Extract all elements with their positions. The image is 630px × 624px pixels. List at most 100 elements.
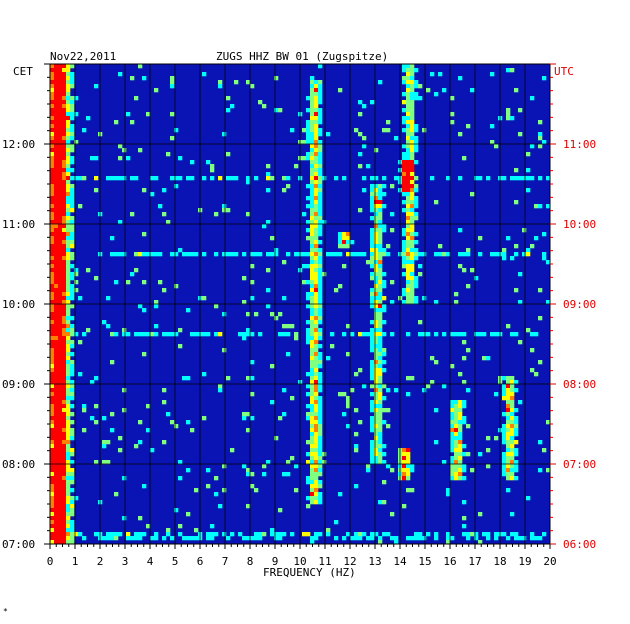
heatmap-cell — [318, 128, 323, 133]
heatmap-cell — [314, 536, 319, 541]
heatmap-cell — [306, 156, 311, 161]
heatmap-cell — [310, 320, 315, 325]
heatmap-cell — [306, 184, 311, 189]
heatmap-cell — [130, 76, 135, 81]
heatmap-cell — [58, 444, 63, 449]
heatmap-cell — [382, 352, 387, 357]
heatmap-cell — [138, 64, 143, 69]
heatmap-cell — [418, 84, 423, 89]
heatmap-cell — [506, 400, 511, 405]
heatmap-cell — [318, 384, 323, 389]
heatmap-cell — [70, 476, 75, 481]
heatmap-cell — [66, 76, 71, 81]
heatmap-cell — [314, 196, 319, 201]
heatmap-cell — [506, 452, 511, 457]
heatmap-cell — [406, 76, 411, 81]
heatmap-cell — [378, 272, 383, 277]
heatmap-cell — [514, 200, 519, 205]
heatmap-cell — [310, 536, 315, 541]
heatmap-cell — [318, 92, 323, 97]
heatmap-cell — [386, 464, 391, 469]
heatmap-cell — [318, 372, 323, 377]
heatmap-cell — [226, 152, 231, 157]
heatmap-cell — [382, 128, 387, 133]
heatmap-cell — [302, 140, 307, 145]
heatmap-cell — [62, 344, 67, 349]
heatmap-cell — [66, 232, 71, 237]
heatmap-cell — [378, 440, 383, 445]
heatmap-cell — [70, 304, 75, 309]
heatmap-cell — [374, 192, 379, 197]
heatmap-cell — [506, 424, 511, 429]
heatmap-cell — [62, 104, 67, 109]
heatmap-cell — [50, 448, 55, 453]
heatmap-cell — [410, 72, 415, 77]
heatmap-cell — [62, 84, 67, 89]
heatmap-cell — [506, 536, 511, 541]
heatmap-cell — [378, 384, 383, 389]
heatmap-cell — [490, 72, 495, 77]
heatmap-cell — [70, 540, 75, 545]
heatmap-cell — [58, 236, 63, 241]
heatmap-cell — [406, 224, 411, 229]
heatmap-cell — [174, 508, 179, 513]
heatmap-cell — [314, 312, 319, 317]
heatmap-cell — [54, 220, 59, 225]
left-time-label: 10:00 — [2, 298, 35, 311]
heatmap-cell — [190, 536, 195, 541]
heatmap-cell — [410, 220, 415, 225]
heatmap-cell — [110, 252, 115, 257]
heatmap-cell — [358, 532, 363, 537]
heatmap-cell — [310, 284, 315, 289]
heatmap-cell — [50, 480, 55, 485]
heatmap-cell — [246, 472, 251, 477]
heatmap-cell — [318, 364, 323, 369]
heatmap-cell — [58, 524, 63, 529]
heatmap-cell — [378, 204, 383, 209]
heatmap-cell — [70, 420, 75, 425]
heatmap-cell — [62, 516, 67, 521]
heatmap-cell — [186, 308, 191, 313]
heatmap-cell — [58, 448, 63, 453]
heatmap-cell — [66, 532, 71, 537]
heatmap-cell — [186, 176, 191, 181]
heatmap-cell — [402, 184, 407, 189]
heatmap-cell — [58, 352, 63, 357]
heatmap-cell — [70, 520, 75, 525]
heatmap-cell — [262, 472, 267, 477]
heatmap-cell — [134, 332, 139, 337]
heatmap-cell — [54, 360, 59, 365]
heatmap-cell — [410, 184, 415, 189]
heatmap-cell — [58, 508, 63, 513]
heatmap-cell — [50, 460, 55, 465]
heatmap-cell — [402, 108, 407, 113]
heatmap-cell — [62, 448, 67, 453]
heatmap-cell — [166, 332, 171, 337]
heatmap-cell — [50, 492, 55, 497]
heatmap-cell — [510, 440, 515, 445]
heatmap-cell — [382, 532, 387, 537]
heatmap-cell — [58, 208, 63, 213]
heatmap-cell — [518, 340, 523, 345]
heatmap-cell — [370, 420, 375, 425]
heatmap-cell — [82, 332, 87, 337]
heatmap-cell — [454, 476, 459, 481]
heatmap-cell — [378, 248, 383, 253]
heatmap-cell — [54, 444, 59, 449]
heatmap-cell — [62, 280, 67, 285]
heatmap-cell — [410, 208, 415, 213]
heatmap-cell — [414, 196, 419, 201]
heatmap-cell — [66, 284, 71, 289]
heatmap-cell — [206, 332, 211, 337]
heatmap-cell — [250, 264, 255, 269]
heatmap-cell — [106, 460, 111, 465]
heatmap-cell — [358, 152, 363, 157]
heatmap-cell — [314, 380, 319, 385]
heatmap-cell — [142, 76, 147, 81]
heatmap-cell — [62, 480, 67, 485]
heatmap-cell — [378, 388, 383, 393]
heatmap-cell — [310, 348, 315, 353]
heatmap-cell — [70, 472, 75, 477]
heatmap-cell — [378, 348, 383, 353]
heatmap-cell — [382, 452, 387, 457]
